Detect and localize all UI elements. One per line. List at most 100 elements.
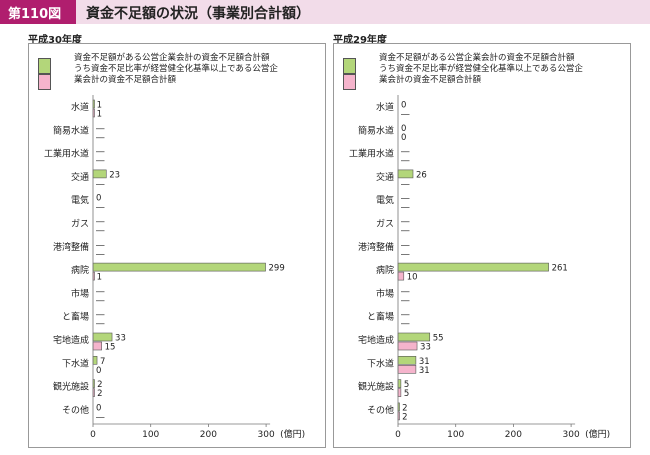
data-label: 2 (97, 389, 102, 399)
category-label: 港湾整備 (53, 241, 89, 253)
data-label: ― (96, 133, 105, 143)
data-label: 0 (401, 133, 406, 143)
category-label: 工業用水道 (349, 148, 394, 160)
bar (397, 379, 402, 388)
category-label: 簡易水道 (53, 124, 89, 136)
category-label: と畜場 (62, 311, 89, 323)
data-label: ― (401, 310, 410, 320)
bar (397, 355, 417, 365)
data-label: 31 (419, 366, 430, 376)
data-label: ― (401, 226, 410, 236)
data-label: 33 (115, 334, 126, 344)
x-tick-label: 100 (447, 430, 464, 440)
x-tick-label: 300 (563, 430, 580, 440)
data-label: ― (401, 296, 410, 306)
category-label: 簡易水道 (358, 124, 394, 136)
category-label: その他 (367, 404, 394, 416)
legend-text-series2-line1: うち資金不足比率が経営健全化基準以上である公営企 (379, 64, 583, 74)
data-label: ― (96, 287, 105, 297)
legend-text-series2-line1: うち資金不足比率が経営健全化基準以上である公営企 (74, 64, 278, 74)
category-label: 工業用水道 (44, 148, 89, 160)
bar (92, 262, 266, 272)
legend-swatch-series1 (38, 58, 51, 74)
legend-text-series2-line2: 業会計の資金不足額合計額 (379, 75, 482, 85)
category-label: 電気 (376, 194, 394, 206)
category-label: 交通 (71, 171, 89, 183)
panel-title-h29: 平成29年度 (333, 35, 387, 46)
bar (397, 332, 431, 342)
bar (92, 332, 113, 342)
category-label: 下水道 (367, 357, 394, 369)
data-label: 2 (97, 380, 102, 390)
category-label: 市場 (376, 287, 394, 299)
data-label: ― (401, 179, 410, 189)
data-label: ― (96, 296, 105, 306)
figure-number-badge: 第110図 (0, 0, 76, 24)
data-label: 2 (402, 412, 407, 422)
data-label: ― (96, 217, 105, 227)
category-label: その他 (62, 404, 89, 416)
category-label: 宅地造成 (53, 334, 89, 346)
data-label: 0 (96, 403, 101, 413)
data-label: 1 (97, 273, 102, 283)
category-label: 観光施設 (53, 381, 89, 393)
data-label: 33 (420, 343, 431, 353)
data-label: 1 (97, 110, 102, 120)
category-label: と畜場 (367, 311, 394, 323)
bar (397, 169, 414, 179)
chart-panel-h29: 資金不足額がある公営企業会計の資金不足額合計額 うち資金不足比率が経営健全化基準… (333, 43, 631, 448)
bar (92, 169, 107, 179)
data-label: ― (96, 203, 105, 213)
legend-text-series1: 資金不足額がある公営企業会計の資金不足額合計額 (379, 53, 575, 63)
bar (92, 341, 102, 351)
data-label: ― (96, 124, 105, 134)
x-tick-label: 200 (505, 430, 522, 440)
legend-swatch-series1 (343, 58, 356, 74)
data-label: 5 (404, 380, 409, 390)
x-tick-label: 300 (258, 430, 275, 440)
data-label: 26 (416, 170, 427, 180)
data-label: ― (401, 194, 410, 204)
data-label: 10 (407, 273, 418, 283)
data-label: ― (401, 287, 410, 297)
bar (397, 271, 405, 281)
category-label: 水道 (71, 101, 89, 113)
data-label: ― (96, 226, 105, 236)
data-label: ― (401, 319, 410, 329)
category-label: 交通 (376, 171, 394, 183)
data-label: ― (401, 249, 410, 259)
category-label: 水道 (376, 101, 394, 113)
legend-swatch-series2 (38, 74, 51, 90)
data-label: ― (401, 217, 410, 227)
category-label: ガス (71, 219, 89, 230)
data-label: 55 (433, 334, 444, 344)
data-label: ― (96, 147, 105, 157)
data-label: 0 (401, 124, 406, 134)
bar (397, 364, 417, 374)
data-label: 0 (96, 366, 101, 376)
bar (397, 262, 549, 272)
data-label: 23 (109, 170, 120, 180)
data-label: 1 (97, 101, 102, 111)
data-label: ― (401, 110, 410, 120)
bar (397, 388, 402, 397)
data-label: 5 (404, 389, 409, 399)
category-label: 港湾整備 (358, 241, 394, 253)
chart-panel-h30: 資金不足額がある公営企業会計の資金不足額合計額 うち資金不足比率が経営健全化基準… (28, 43, 326, 448)
category-label: 下水道 (62, 357, 89, 369)
data-label: ― (96, 319, 105, 329)
data-label: ― (401, 203, 410, 213)
data-label: ― (401, 147, 410, 157)
data-label: ― (401, 240, 410, 250)
panel-title-h30: 平成30年度 (28, 35, 82, 46)
data-label: 7 (100, 357, 105, 367)
bar (397, 341, 418, 351)
figure-header: 第110図 資金不足額の状況（事業別合計額） (0, 0, 650, 24)
data-label: ― (96, 179, 105, 189)
data-label: 2 (402, 403, 407, 413)
data-label: 15 (105, 343, 116, 353)
data-label: ― (401, 156, 410, 166)
